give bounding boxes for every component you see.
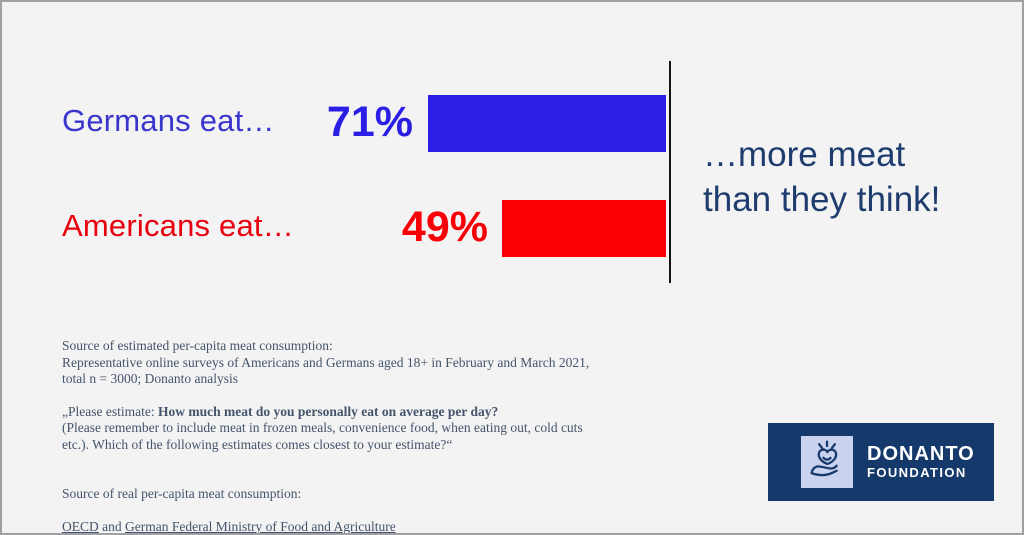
- bar-germans: [428, 95, 666, 152]
- survey-question-bold: How much meat do you personally eat on a…: [157, 403, 499, 419]
- donanto-foundation-logo: DONANTO FOUNDATION: [768, 423, 994, 501]
- logo-icon-tile: [801, 436, 853, 488]
- logo-name: DONANTO: [867, 443, 975, 465]
- source-links: OECD and German Federal Ministry of Food…: [62, 518, 712, 534]
- source-real-consumption-intro: Source of real per-capita meat consumpti…: [62, 485, 302, 501]
- bar-americans: [501, 200, 666, 257]
- chart-title: …more meat than they think!: [703, 132, 940, 222]
- survey-question-prefix: „Please estimate:: [62, 403, 158, 419]
- logo-subtitle: FOUNDATION: [867, 465, 967, 480]
- hand-holding-heart-icon: [806, 439, 848, 486]
- logo-text: DONANTO FOUNDATION: [867, 443, 975, 481]
- source-estimated-consumption: Source of estimated per-capita meat cons…: [62, 338, 590, 386]
- source-links-joiner: and: [98, 518, 125, 534]
- chart-title-line2: than they think!: [703, 180, 941, 219]
- bar-value-germans: 71%: [326, 98, 413, 146]
- ministry-link[interactable]: German Federal Ministry of Food and Agri…: [125, 518, 396, 534]
- source-real-consumption: Source of real per-capita meat consumpti…: [62, 469, 712, 534]
- bar-label-germans: Germans eat…: [62, 103, 275, 138]
- oecd-link[interactable]: OECD: [62, 518, 99, 534]
- chart-baseline-axis: [669, 61, 671, 283]
- bar-value-americans: 49%: [401, 203, 488, 251]
- chart-title-line1: …more meat: [703, 135, 906, 174]
- source-notes: Source of estimated per-capita meat cons…: [62, 338, 712, 534]
- survey-question: „Please estimate: How much meat do you p…: [62, 404, 712, 454]
- bar-label-americans: Americans eat…: [62, 208, 294, 243]
- survey-question-rest: (Please remember to include meat in froz…: [62, 420, 583, 452]
